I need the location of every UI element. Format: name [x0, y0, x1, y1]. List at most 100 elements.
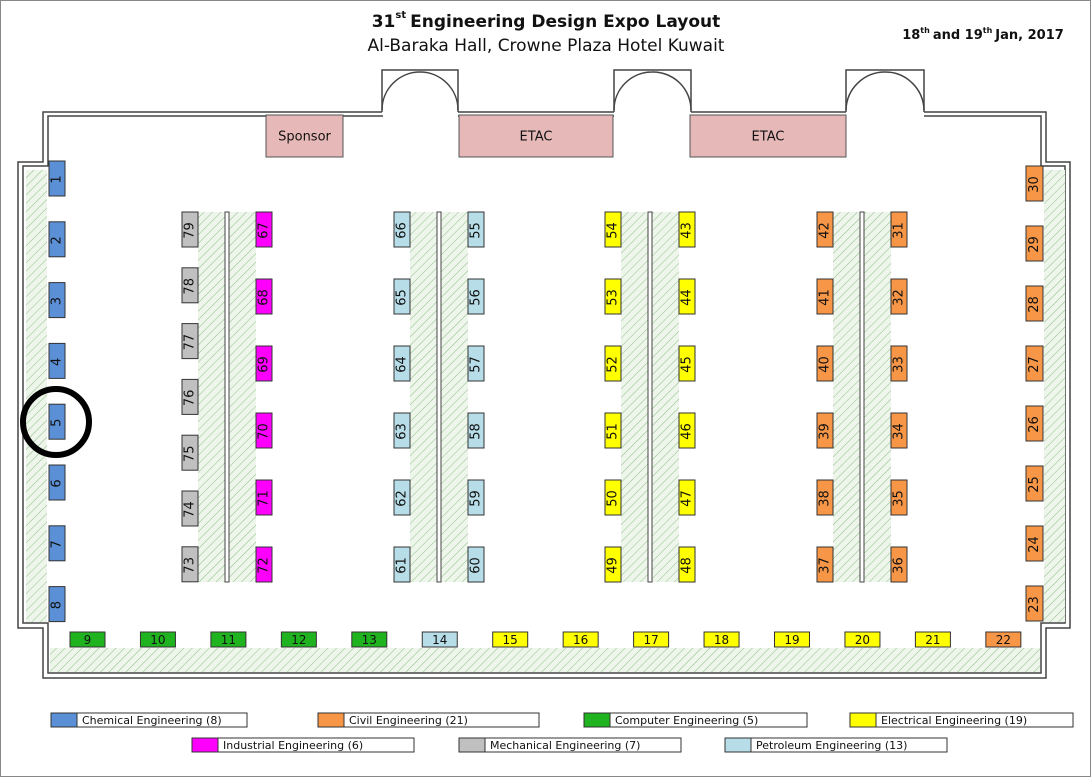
legend-label: Mechanical Engineering (7) — [490, 739, 640, 752]
booth — [48, 403, 66, 440]
legend-box — [609, 712, 808, 728]
booth-label: 12 — [291, 633, 306, 647]
booth-label: 39 — [818, 423, 833, 440]
booth-label: 48 — [680, 557, 695, 574]
booth — [604, 278, 622, 315]
legend-swatch — [191, 737, 219, 753]
booth-label: 76 — [183, 390, 198, 407]
room-label: ETAC — [752, 130, 785, 145]
booth-label: 23 — [1027, 596, 1042, 613]
booth-label: 67 — [257, 222, 272, 239]
booth — [914, 631, 951, 648]
booth — [393, 412, 411, 449]
date-rest: Jan, 2017 — [994, 28, 1064, 43]
legend-box — [343, 712, 540, 728]
booth-label: 54 — [606, 222, 621, 239]
booth — [678, 345, 696, 382]
booth — [816, 278, 834, 315]
booth-label: 70 — [257, 423, 272, 440]
booth — [48, 221, 66, 258]
legend-swatch — [583, 712, 611, 728]
booth — [393, 479, 411, 516]
booth — [678, 211, 696, 248]
booth — [48, 525, 66, 562]
booth — [467, 211, 485, 248]
booth — [1025, 165, 1044, 202]
legend-label: Chemical Engineering (8) — [82, 714, 222, 727]
legend-label: Computer Engineering (5) — [615, 714, 758, 727]
booth-label: 29 — [1027, 236, 1042, 253]
booth-label: 59 — [469, 490, 484, 507]
booth — [890, 345, 908, 382]
aisle — [1044, 170, 1065, 622]
booth-label: 51 — [606, 423, 621, 440]
booth-label: 25 — [1027, 476, 1042, 493]
booth-label: 65 — [395, 289, 410, 306]
subtitle: Al-Baraka Hall, Crowne Plaza Hotel Kuwai… — [368, 36, 725, 56]
booth — [816, 479, 834, 516]
title-suffix: st — [395, 10, 406, 21]
divider — [859, 211, 865, 583]
booth — [1025, 225, 1044, 262]
booth — [816, 546, 834, 583]
booth-label: 77 — [183, 334, 198, 351]
room-label: ETAC — [520, 130, 553, 145]
booth-label: 6 — [50, 479, 65, 487]
booth-label: 10 — [150, 633, 165, 647]
booth — [255, 412, 273, 449]
booth-label: 33 — [892, 356, 907, 373]
booth — [48, 160, 66, 197]
room-label: Sponsor — [278, 130, 331, 145]
booth — [255, 546, 273, 583]
booth — [421, 631, 458, 648]
booth — [48, 586, 66, 623]
title: 31st Engineering Design Expo Layout — [372, 10, 721, 32]
booth-label: 71 — [257, 490, 272, 507]
booth — [633, 631, 670, 648]
aisle — [50, 648, 1040, 672]
legend-box — [76, 712, 248, 728]
booth-label: 63 — [395, 423, 410, 440]
booth-label: 32 — [892, 289, 907, 306]
booth-label: 11 — [221, 633, 236, 647]
booth — [181, 434, 199, 471]
booth — [604, 412, 622, 449]
booth — [678, 412, 696, 449]
booth-label: 72 — [257, 557, 272, 574]
date-suffix: th — [920, 26, 930, 35]
booth — [890, 412, 908, 449]
booth-label: 2 — [50, 236, 65, 244]
room — [265, 114, 344, 158]
booth-label: 35 — [892, 490, 907, 507]
booth-label: 13 — [362, 633, 377, 647]
booth — [467, 412, 485, 449]
booth — [181, 267, 199, 304]
booth-label: 53 — [606, 289, 621, 306]
room — [458, 114, 614, 158]
booth — [816, 412, 834, 449]
booth-label: 52 — [606, 356, 621, 373]
booth-label: 41 — [818, 289, 833, 306]
booth-label: 34 — [892, 423, 907, 440]
legend-box — [217, 737, 415, 753]
booth-label: 43 — [680, 222, 695, 239]
booth-label: 60 — [469, 557, 484, 574]
booth — [210, 631, 247, 648]
booth-label: 61 — [395, 557, 410, 574]
date: 18th and 19th Jan, 2017 — [902, 26, 1064, 43]
legend-label: Civil Engineering (21) — [349, 714, 468, 727]
booth — [890, 546, 908, 583]
booth — [393, 278, 411, 315]
booth — [1025, 345, 1044, 382]
booth-label: 58 — [469, 423, 484, 440]
booth — [393, 546, 411, 583]
booth — [467, 479, 485, 516]
booth — [393, 345, 411, 382]
booth — [604, 546, 622, 583]
booth — [678, 546, 696, 583]
booth — [985, 631, 1022, 648]
booth — [1025, 285, 1044, 322]
booth-label: 68 — [257, 289, 272, 306]
booth — [181, 490, 199, 527]
